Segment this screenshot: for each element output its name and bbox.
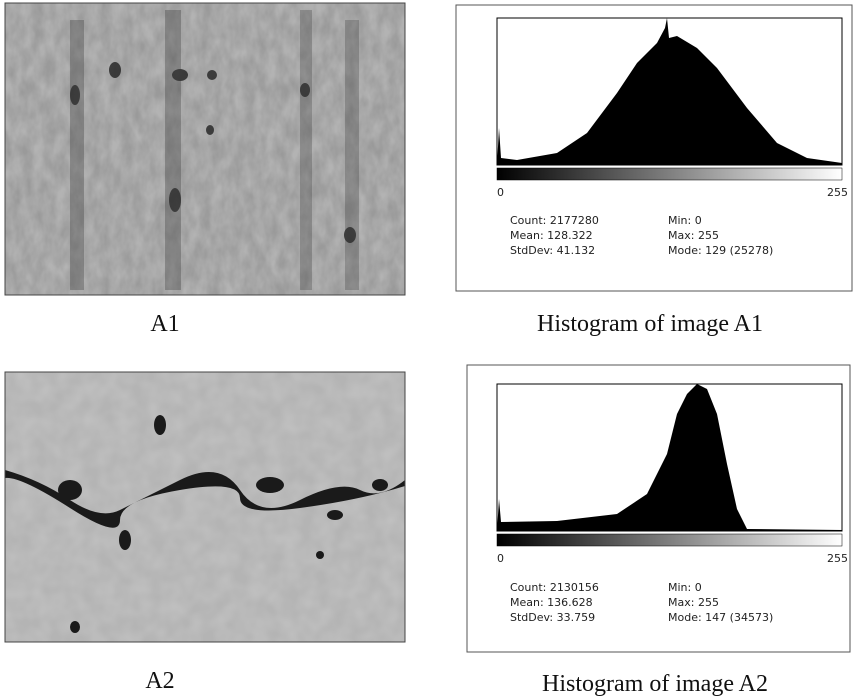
stat: StdDev: 33.759 <box>510 611 595 624</box>
stat: Mode: 129 (25278) <box>668 244 773 257</box>
histogram-shape <box>497 384 842 531</box>
stat: Count: 2177280 <box>510 214 599 227</box>
axis-max: 255 <box>827 186 848 199</box>
histogram-panel: 0 255 Count: 2177280 Mean: 128.322 StdDe… <box>455 4 853 292</box>
histogram-caption: Histogram of image A1 <box>537 311 763 337</box>
axis-min: 0 <box>497 186 504 199</box>
image-a1 <box>4 2 406 296</box>
stat: Count: 2130156 <box>510 581 599 594</box>
stat: Max: 255 <box>668 229 719 242</box>
image-label: A2 <box>145 668 174 694</box>
axis-max: 255 <box>827 552 848 565</box>
stat: Mean: 136.628 <box>510 596 593 609</box>
stat: Min: 0 <box>668 581 702 594</box>
axis-min: 0 <box>497 552 504 565</box>
histogram-panel: 0 255 Count: 2130156 Mean: 136.628 StdDe… <box>466 364 851 653</box>
image-a2 <box>4 371 406 643</box>
image-label: A1 <box>150 311 179 337</box>
stat: StdDev: 41.132 <box>510 244 595 257</box>
stat: Min: 0 <box>668 214 702 227</box>
histogram-caption: Histogram of image A2 <box>542 671 768 697</box>
stat: Mean: 128.322 <box>510 229 593 242</box>
stat: Max: 255 <box>668 596 719 609</box>
histogram-shape <box>497 18 842 165</box>
stat: Mode: 147 (34573) <box>668 611 773 624</box>
